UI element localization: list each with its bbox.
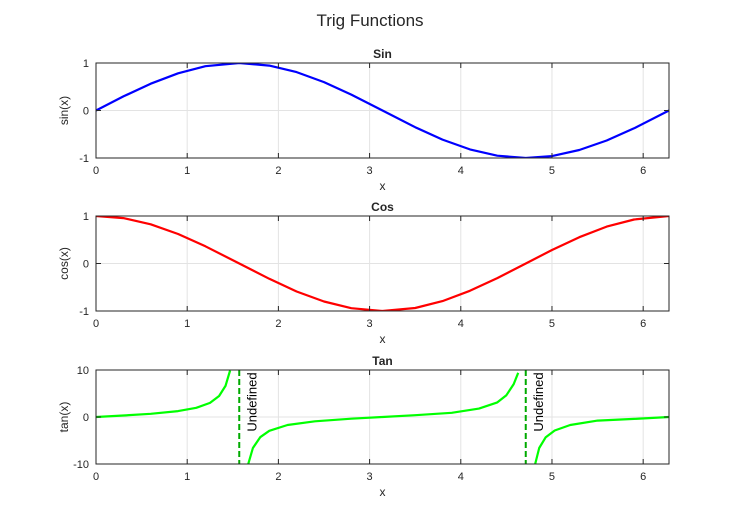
- cos-series-line-0-0: [96, 216, 669, 311]
- sin-x-tick-label: 3: [367, 165, 373, 177]
- tan-x-tick-label: 5: [549, 471, 555, 483]
- tan-x-axis-label: x: [380, 485, 386, 499]
- tan-x-tick-label: 4: [458, 471, 464, 483]
- tan-y-tick-label: -10: [73, 459, 89, 471]
- cos-subplot: 0 1 2 3 4 5 6 -1 0 1 Cos x cos(x): [57, 200, 670, 346]
- sin-y-tick-label: 0: [83, 106, 89, 118]
- sin-x-tick-label: 0: [93, 165, 99, 177]
- tan-title: Tan: [372, 354, 392, 368]
- figure-title: Trig Functions: [316, 11, 424, 30]
- tan-series-line-0-1: [247, 372, 520, 464]
- tan-x-tick-label: 1: [184, 471, 190, 483]
- cos-y-axis-label: cos(x): [57, 247, 71, 280]
- cos-x-axis-label: x: [380, 332, 386, 346]
- tan-y-axis-label: tan(x): [57, 402, 71, 433]
- tan-y-tick-label: 0: [83, 412, 89, 424]
- tan-asymptote-label-1: Undefined: [531, 372, 546, 431]
- tan-series-line-0-2: [534, 415, 669, 464]
- sin-x-tick-label: 6: [640, 165, 646, 177]
- cos-x-tick-label: 1: [184, 318, 190, 330]
- sin-x-axis-label: x: [380, 179, 386, 193]
- sin-subplot: 0 1 2 3 4 5 6 -1 0 1 Sin x sin(x): [57, 47, 670, 193]
- tan-subplot: Undefined Undefined 0 1 2 3 4 5 6 -10 0 10 Tan x tan(x…: [57, 354, 670, 499]
- tan-x-tick-label: 0: [93, 471, 99, 483]
- cos-x-tick-label: 6: [640, 318, 646, 330]
- tan-series-line-0-0: [96, 370, 232, 419]
- sin-x-tick-label: 4: [458, 165, 464, 177]
- cos-y-tick-label: 0: [83, 259, 89, 271]
- cos-x-tick-label: 3: [367, 318, 373, 330]
- cos-x-tick-label: 0: [93, 318, 99, 330]
- tan-x-tick-label: 2: [275, 471, 281, 483]
- sin-y-tick-label: 1: [83, 58, 89, 70]
- sin-x-tick-label: 2: [275, 165, 281, 177]
- tan-x-tick-label: 3: [367, 471, 373, 483]
- sin-series-line-0-0: [96, 63, 669, 158]
- tan-asymptote-label-0: Undefined: [244, 372, 259, 431]
- tan-x-tick-label: 6: [640, 471, 646, 483]
- cos-y-tick-label: 1: [83, 211, 89, 223]
- sin-title: Sin: [373, 47, 392, 61]
- cos-title: Cos: [371, 200, 394, 214]
- sin-x-tick-label: 5: [549, 165, 555, 177]
- cos-x-tick-label: 5: [549, 318, 555, 330]
- cos-x-tick-label: 4: [458, 318, 464, 330]
- cos-x-tick-label: 2: [275, 318, 281, 330]
- cos-y-tick-label: -1: [79, 306, 89, 318]
- tan-y-tick-label: 10: [77, 365, 89, 377]
- sin-x-tick-label: 1: [184, 165, 190, 177]
- sin-y-axis-label: sin(x): [57, 96, 71, 125]
- sin-y-tick-label: -1: [79, 153, 89, 165]
